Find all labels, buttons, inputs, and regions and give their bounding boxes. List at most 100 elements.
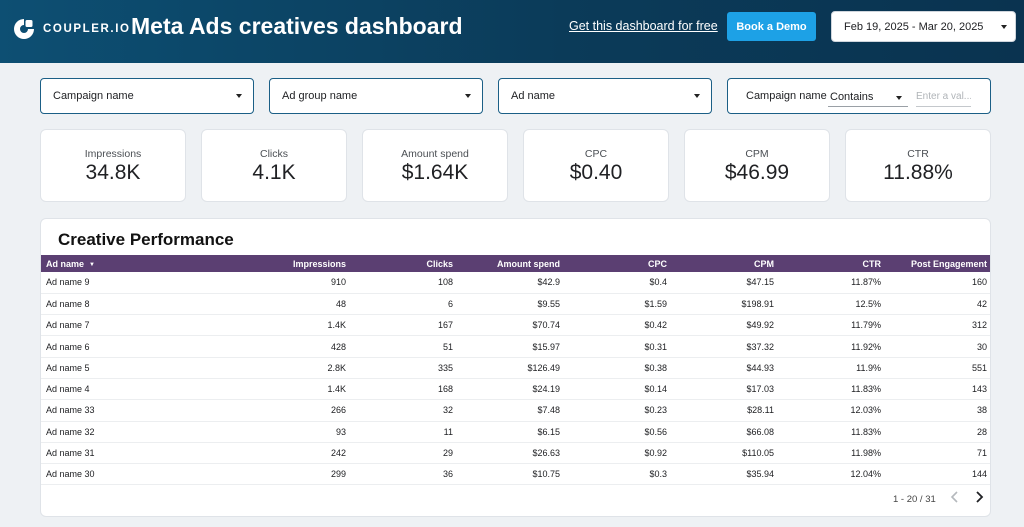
cell-post-engagement: 28 [976,426,987,437]
ad-group-filter[interactable]: Ad group name [269,78,483,114]
kpi-cpm: CPM $46.99 [684,129,830,202]
ad-name-filter-label: Ad name [511,90,556,102]
table-row[interactable]: Ad name 8 48 6 $9.55 $1.59 $198.91 12.5% 42 [41,293,990,315]
cell-amount-spend: $10.75 [532,469,560,480]
cell-cpm: $66.08 [746,426,774,437]
campaign-filter[interactable]: Campaign name [40,78,254,114]
cell-cpm: $44.93 [746,362,774,373]
column-header-cpm[interactable]: CPM [754,258,774,269]
cell-clicks: 168 [437,384,453,395]
cell-ctr: 11.87% [851,277,881,288]
cell-post-engagement: 160 [971,277,987,288]
filter-value-input[interactable] [916,87,971,107]
cell-cpc: $0.31 [644,341,667,352]
kpi-ctr: CTR 11.88% [845,129,991,202]
cell-ctr: 11.83% [851,426,881,437]
chevron-left-icon[interactable] [947,489,963,505]
kpi-label: Clicks [260,148,288,160]
column-header-ad-name[interactable]: Ad name ▼ [41,255,181,272]
kpi-label: CPM [745,148,769,160]
kpi-clicks: Clicks 4.1K [201,129,347,202]
cell-cpc: $0.23 [644,405,667,416]
chevron-down-icon [1001,25,1007,29]
cell-post-engagement: 71 [976,448,987,459]
cell-amount-spend: $26.63 [532,448,560,459]
date-range-select[interactable]: Feb 19, 2025 - Mar 20, 2025 [831,11,1016,42]
chevron-down-icon [465,94,471,98]
cell-cpc: $1.59 [644,298,667,309]
book-demo-button[interactable]: Book a Demo [727,12,816,41]
cell-impressions: 1.4K [327,384,346,395]
kpi-impressions: Impressions 34.8K [40,129,186,202]
kpi-value: 11.88% [883,161,953,184]
cell-impressions: 910 [330,277,346,288]
cell-cpc: $0.3 [649,469,667,480]
cell-ad-name: Ad name 32 [46,426,95,437]
cell-ad-name: Ad name 6 [46,341,90,352]
cell-post-engagement: 551 [971,362,987,373]
column-header-post-engagement[interactable]: Post Engagement [910,258,987,269]
table-row[interactable]: Ad name 7 1.4K 167 $70.74 $0.42 $49.92 11.79% 3… [41,315,990,336]
cell-cpc: $0.38 [644,362,667,373]
cell-ad-name: Ad name 9 [46,277,90,288]
column-header-clicks[interactable]: Clicks [426,258,453,269]
cell-clicks: 335 [437,362,453,373]
cell-cpm: $35.94 [746,469,774,480]
cell-cpm: $198.91 [741,298,774,309]
column-header-ctr[interactable]: CTR [862,258,882,269]
table-row[interactable]: Ad name 33 266 32 $7.48 $0.23 $28.11 12.03% 38 [41,400,990,422]
cell-cpc: $0.14 [644,384,667,395]
operator-select[interactable]: Contains [828,87,908,107]
cell-cpm: $28.11 [747,405,774,416]
kpi-value: 4.1K [252,161,296,184]
table-row[interactable]: Ad name 5 2.8K 335 $126.49 $0.38 $44.93 11.9% 5… [41,357,990,379]
chevron-down-icon [236,94,242,98]
table-row[interactable]: Ad name 4 1.4K 168 $24.19 $0.14 $17.03 11.83% 1… [41,378,990,400]
creative-performance-panel: Creative Performance Ad name ▼ Impression… [40,218,991,517]
table-row[interactable]: Ad name 30 299 36 $10.75 $0.3 $35.94 12.04% 144 [41,464,990,485]
cell-ad-name: Ad name 33 [46,405,95,416]
cell-clicks: 32 [442,405,453,416]
cell-impressions: 2.8K [327,362,346,373]
cell-ctr: 11.92% [851,341,881,352]
cell-cpm: $17.03 [746,384,774,395]
brand-logo[interactable]: COUPLER.IO [12,17,131,41]
sort-down-icon: ▼ [89,261,95,268]
column-header-cpc[interactable]: CPC [647,258,667,269]
cell-clicks: 29 [442,448,453,459]
kpi-value: $0.40 [569,161,623,184]
get-dashboard-link[interactable]: Get this dashboard for free [569,19,718,33]
cell-clicks: 6 [447,298,453,309]
cell-ctr: 11.83% [851,384,881,395]
cell-post-engagement: 312 [971,320,987,331]
chevron-right-icon[interactable] [971,489,987,505]
column-header-amount-spend[interactable]: Amount spend [497,258,560,269]
table-row[interactable]: Ad name 6 428 51 $15.97 $0.31 $37.32 11.92% 30 [41,336,990,358]
cell-post-engagement: 144 [971,469,987,480]
table-row[interactable]: Ad name 31 242 29 $26.63 $0.92 $110.05 11.98% 7… [41,442,990,464]
column-header-impressions[interactable]: Impressions [292,258,346,269]
campaign-filter-label: Campaign name [53,90,134,102]
cell-ctr: 11.98% [851,448,881,459]
kpi-label: CPC [584,148,608,160]
cell-cpc: $0.42 [644,320,667,331]
cell-impressions: 299 [330,469,346,480]
cell-impressions: 93 [335,426,346,437]
cell-impressions: 1.4K [327,320,346,331]
cell-impressions: 428 [330,341,346,352]
cell-ad-name: Ad name 8 [46,298,90,309]
cell-amount-spend: $7.48 [537,405,560,416]
cell-post-engagement: 38 [976,405,987,416]
ad-name-filter[interactable]: Ad name [498,78,712,114]
cell-clicks: 108 [437,277,453,288]
kpi-value: $1.64K [401,161,469,184]
cell-ad-name: Ad name 31 [46,448,95,459]
cell-amount-spend: $42.9 [537,277,560,288]
table-row[interactable]: Ad name 32 93 11 $6.15 $0.56 $66.08 11.83% 28 [41,421,990,443]
cell-cpc: $0.92 [644,448,667,459]
table-row[interactable]: Ad name 9 910 108 $42.9 $0.4 $47.15 11.87% 160 [41,272,990,294]
cell-amount-spend: $126.49 [527,362,560,373]
cell-impressions: 266 [330,405,346,416]
cell-ad-name: Ad name 30 [46,469,95,480]
column-header-label: Ad name [46,258,85,269]
